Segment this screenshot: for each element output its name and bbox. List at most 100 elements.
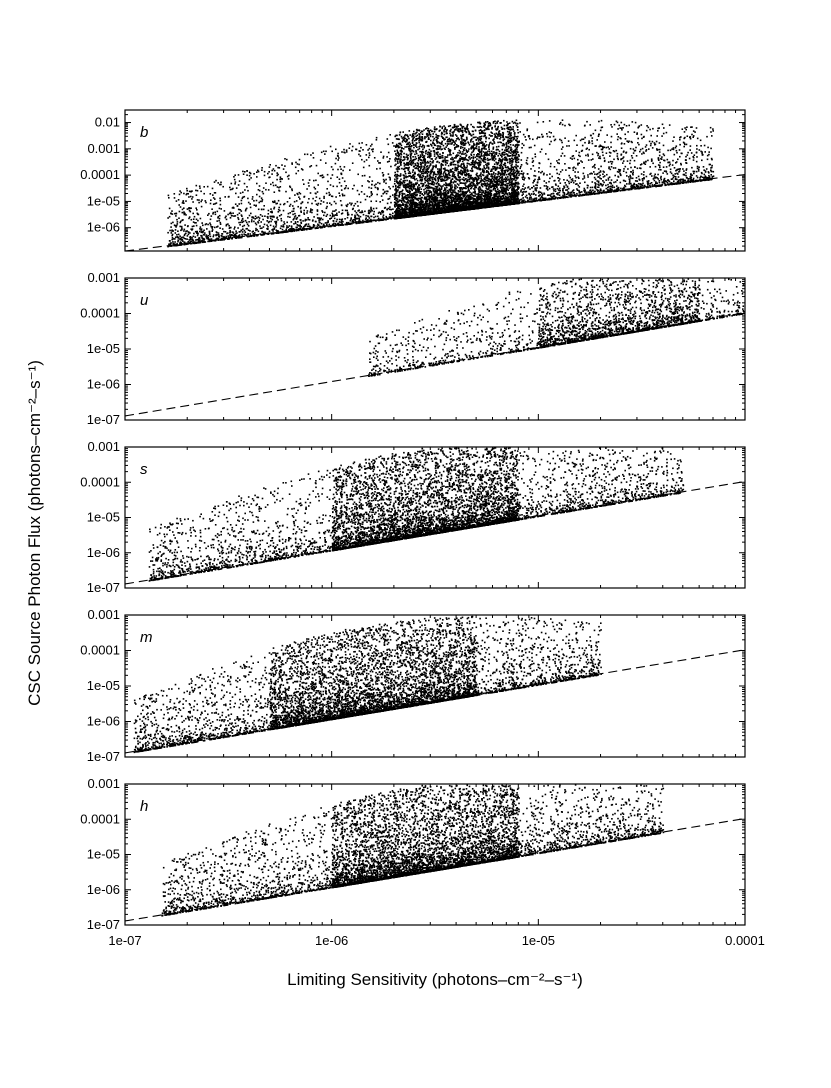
scatter-point (194, 242, 196, 245)
scatter-point (492, 182, 494, 185)
scatter-point (683, 170, 685, 172)
scatter-point (219, 197, 221, 200)
scatter-point (477, 140, 480, 142)
scatter-point (472, 156, 474, 158)
scatter-point (410, 158, 412, 160)
scatter-point (232, 187, 234, 190)
scatter-point (468, 184, 470, 186)
scatter-point (461, 138, 463, 140)
scatter-point (255, 223, 258, 226)
scatter-point (625, 151, 628, 154)
scatter-point (637, 182, 640, 185)
scatter-point (474, 161, 476, 164)
scatter-point (494, 122, 497, 125)
scatter-point (360, 221, 363, 224)
scatter-point (257, 208, 260, 211)
scatter-point (462, 129, 464, 132)
scatter-point (585, 154, 587, 157)
scatter-point (494, 178, 496, 180)
scatter-point (648, 148, 650, 150)
scatter-point (486, 182, 489, 184)
scatter-point (491, 177, 494, 180)
scatter-point (679, 168, 681, 170)
scatter-point (377, 181, 379, 184)
scatter-point (219, 199, 222, 202)
scatter-point (176, 221, 179, 223)
scatter-point (481, 170, 484, 173)
scatter-point (436, 198, 438, 200)
scatter-point (508, 141, 510, 144)
scatter-point (314, 200, 317, 202)
scatter-point (621, 142, 623, 144)
scatter-point (620, 147, 623, 149)
scatter-point (639, 148, 642, 151)
scatter-point (461, 193, 464, 195)
scatter-point (317, 172, 319, 175)
scatter-point (429, 154, 431, 156)
scatter-point (436, 145, 439, 147)
scatter-point (588, 148, 590, 151)
scatter-point (240, 202, 243, 205)
scatter-point (470, 141, 472, 143)
scatter-point (455, 156, 458, 158)
scatter-point (465, 185, 467, 188)
scatter-point (454, 146, 456, 149)
scatter-point (637, 175, 640, 178)
scatter-point (289, 212, 291, 214)
scatter-point (179, 225, 181, 228)
scatter-point (416, 179, 419, 182)
scatter-point (397, 138, 399, 140)
scatter-point (341, 151, 343, 153)
scatter-point (217, 232, 220, 234)
scatter-point (501, 151, 504, 154)
scatter-point (192, 235, 195, 238)
scatter-point (609, 181, 612, 184)
scatter-point (278, 167, 281, 169)
scatter-point (186, 235, 189, 237)
scatter-point (438, 161, 441, 164)
scatter-point (200, 234, 202, 237)
scatter-point (610, 182, 612, 185)
scatter-point (488, 148, 490, 151)
scatter-point (468, 156, 470, 159)
scatter-point (622, 170, 625, 172)
scatter-point (177, 230, 179, 232)
scatter-point (191, 236, 193, 239)
scatter-point (271, 211, 273, 214)
scatter-point (634, 180, 637, 182)
scatter-point (462, 146, 464, 149)
scatter-point (522, 133, 525, 136)
scatter-point (546, 174, 548, 176)
scatter-point (405, 189, 407, 191)
scatter-point (479, 139, 482, 142)
scatter-point (521, 142, 524, 145)
scatter-point (399, 173, 402, 175)
scatter-point (429, 190, 431, 192)
scatter-point (472, 140, 474, 143)
scatter-point (676, 151, 678, 154)
scatter-point (250, 177, 252, 179)
scatter-point (584, 141, 586, 144)
scatter-point (438, 172, 440, 174)
scatter-point (340, 213, 343, 215)
scatter-point (499, 133, 502, 135)
scatter-point (184, 238, 187, 240)
scatter-point (471, 138, 473, 140)
scatter-point (426, 175, 429, 178)
scatter-point (435, 153, 438, 155)
scatter-point (438, 130, 441, 132)
scatter-point (591, 153, 594, 156)
scatter-point (190, 242, 193, 245)
scatter-point (367, 219, 369, 221)
scatter-point (550, 193, 553, 195)
scatter-point (196, 232, 198, 234)
scatter-point (487, 180, 490, 182)
scatter-point (212, 213, 214, 215)
scatter-point (568, 180, 570, 183)
scatter-point (462, 194, 464, 197)
scatter-point (451, 167, 454, 170)
scatter-point (513, 157, 516, 159)
scatter-point (403, 136, 405, 138)
scatter-point (442, 164, 444, 166)
scatter-point (692, 130, 695, 132)
